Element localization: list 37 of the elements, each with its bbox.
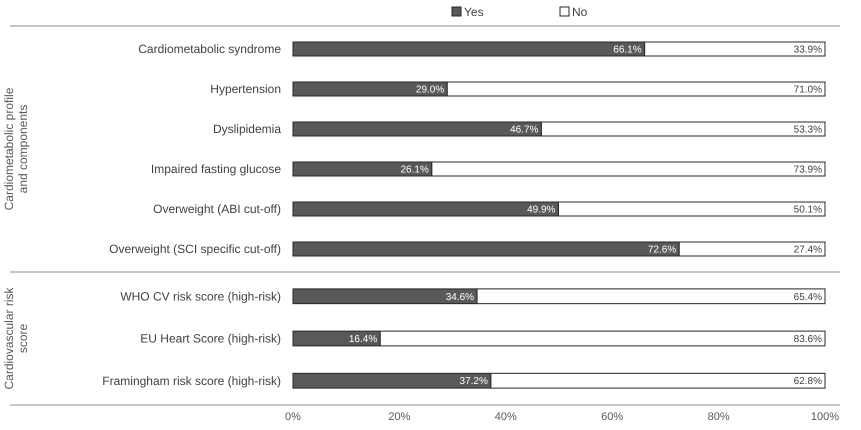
y-tick-label: Cardiometabolic syndrome [138,42,282,56]
legend-label: No [572,5,588,20]
x-tick-label: 80% [708,411,730,423]
data-label: 49.9% [527,204,556,216]
x-tick-label: 60% [601,411,624,423]
legend-label: Yes [464,5,484,20]
data-label: 73.9% [794,164,822,176]
data-label: 53.3% [794,124,822,136]
data-label: 37.2% [460,376,488,388]
y-axis-title: Cardiometabolic profile and components [2,87,30,210]
y-axis-title: Cardiovascular risk score [2,286,30,390]
data-label: 29.0% [416,84,444,96]
data-label: 83.6% [794,334,822,345]
y-tick-label: WHO CV risk score (high-risk) [120,289,281,304]
x-tick-label: 20% [388,411,411,423]
data-label: 65.4% [794,292,822,303]
y-tick-label: Overweight (ABI cut-off) [153,202,281,216]
y-tick-label: EU Heart Score (high-risk) [140,332,281,346]
data-label: 46.7% [510,124,539,136]
x-tick-label: 40% [494,411,518,423]
data-label: 66.1% [613,44,642,56]
data-label: 62.8% [794,376,822,388]
data-label: 26.1% [400,164,429,176]
data-label: 33.9% [794,44,822,56]
x-tick-label: 100% [810,411,840,423]
y-tick-label: Hypertension [210,82,281,96]
y-tick-label: Impaired fasting glucose [150,162,282,176]
data-label: 16.4% [348,334,378,345]
y-tick-label: Framingham risk score (high-risk) [102,374,281,388]
data-label: 71.0% [794,84,822,96]
data-label: 50.1% [794,204,822,216]
x-tick-label: 0% [285,411,302,423]
data-label: 34.6% [446,292,474,303]
data-label: 27.4% [794,244,822,256]
y-tick-label: Overweight (SCI specific cut-off) [109,242,281,256]
y-tick-label: Dyslipidemia [212,122,282,136]
data-label: 72.6% [648,244,676,256]
